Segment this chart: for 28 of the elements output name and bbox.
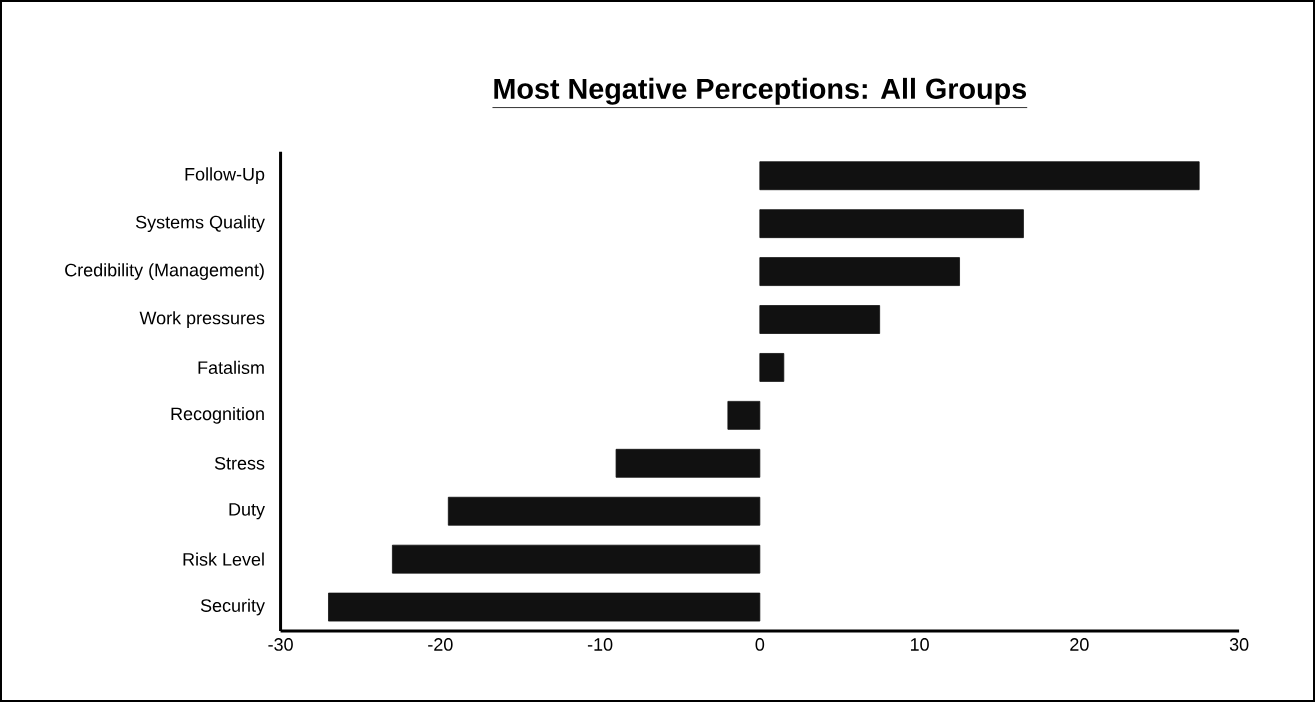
y-tick-label: Fatalism xyxy=(198,360,264,375)
bar xyxy=(759,257,960,286)
y-tick-label: Follow-Up xyxy=(185,167,265,185)
bar xyxy=(447,496,761,526)
x-tick-label: -10 xyxy=(587,638,613,651)
y-tick-label: Security xyxy=(200,598,265,616)
x-tick-label: -30 xyxy=(268,638,293,651)
y-tick-label: Systems Quality xyxy=(135,215,265,233)
x-tick-label: -20 xyxy=(428,638,453,651)
y-tick-label: Stress xyxy=(214,456,265,470)
bar xyxy=(392,544,761,574)
x-tick-label: 20 xyxy=(1070,638,1089,651)
x-tick-label: 30 xyxy=(1229,638,1249,651)
bar xyxy=(615,448,761,478)
bar xyxy=(328,592,761,622)
y-tick-label: Recognition xyxy=(171,407,264,424)
bar xyxy=(759,209,1024,239)
x-tick-label: 0 xyxy=(755,638,765,651)
bar xyxy=(759,353,785,382)
x-tick-label: 10 xyxy=(910,638,929,651)
y-tick-label: Risk Level xyxy=(183,552,264,566)
chart-title: Most Negative Perceptions: All Groups xyxy=(494,77,1027,105)
y-tick-label: Credibility (Management) xyxy=(65,263,264,280)
y-tick-label: Work pressures xyxy=(139,311,265,328)
bar xyxy=(759,161,1200,191)
bar xyxy=(727,401,761,430)
bar xyxy=(759,305,881,334)
y-tick-label: Duty xyxy=(229,503,265,520)
